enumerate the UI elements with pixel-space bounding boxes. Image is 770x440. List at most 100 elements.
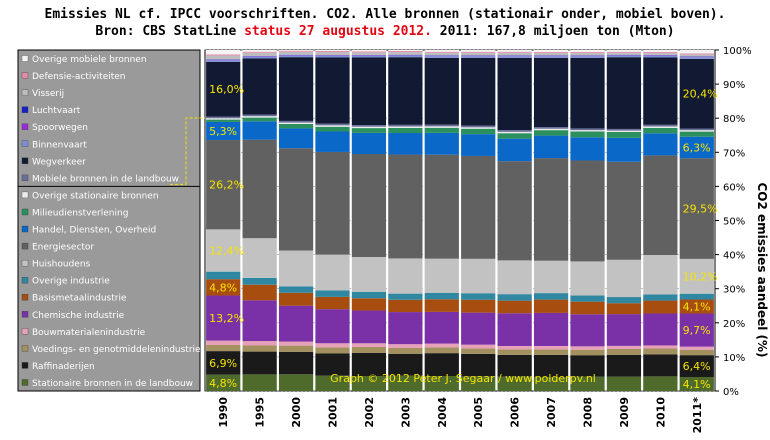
bar-segment-huishoudens <box>570 261 605 296</box>
legend-panel <box>17 49 201 392</box>
legend-label: Spoorwegen <box>32 123 88 133</box>
bar-segment-visserij <box>497 52 532 56</box>
bar-segment-mobiele-bronnen-in-de-landbouw <box>679 128 714 131</box>
data-label: 9,7% <box>683 324 711 337</box>
x-tick-label: 2007 <box>545 397 558 428</box>
bar-segment-wegverkeer <box>424 57 459 125</box>
bar-segment-overige-stationaire-bronnen <box>497 131 532 134</box>
data-labels: 4,8% 6,9% 13,2% 4,8% 12,4% 26,2% 5,3% 16,0% 4,1%… <box>209 83 718 391</box>
bar-segment-handel-diensten-overheid <box>206 121 241 141</box>
bar-segment-milieudienstverlening <box>315 126 350 132</box>
bar-segment-overige-stationaire-bronnen <box>315 125 350 127</box>
bar-segment-overige-mobiele-bronnen <box>533 50 569 53</box>
bar-segment-overige-stationaire-bronnen <box>643 126 678 128</box>
bar-segment-huishoudens <box>242 238 277 278</box>
bar-segment-overige-industrie <box>206 271 241 280</box>
bar-segment-overige-industrie <box>351 291 387 299</box>
y-tick-label: 100% <box>723 46 752 57</box>
data-label: 6,4% <box>683 360 711 373</box>
bar-segment-binnenvaart <box>315 55 350 58</box>
data-label: 20,4% <box>683 88 718 101</box>
bar-segment-overige-stationaire-bronnen <box>242 116 277 118</box>
bar-segment-voedings-en-genotmiddelenindustrie <box>461 348 496 354</box>
y-axis-label: CO2 emissies aandeel (%) <box>755 182 769 357</box>
legend-swatch-overige-stationaire-bronnen <box>21 191 29 199</box>
bar-segment-mobiele-bronnen-in-de-landbouw <box>388 124 423 127</box>
legend-label: Bouwmaterialenindustrie <box>32 328 146 338</box>
y-tick-label: 30% <box>723 285 745 296</box>
bar-segment-chemische-industrie <box>424 311 459 344</box>
title-status: status 27 augustus 2012. <box>244 24 432 39</box>
bar-segment-milieudienstverlening <box>278 123 314 129</box>
bar-segment-visserij <box>206 55 241 60</box>
bar-segment-basismetaalindustrie <box>497 300 532 314</box>
bar-segment-raffinaderijen <box>278 351 314 375</box>
bar-segment-milieudienstverlening <box>643 127 678 134</box>
data-label: 10,2% <box>683 270 718 283</box>
bar-segment-bouwmaterialenindustrie <box>497 345 532 350</box>
title-line-2: Bron: CBS StatLine status 27 augustus 20… <box>0 23 770 40</box>
legend-label: Overige industrie <box>32 277 110 287</box>
data-label: 6,9% <box>209 357 237 370</box>
bar-segment-stationaire-bronnen-in-de-landbouw <box>533 377 569 391</box>
legend-bracket <box>185 117 205 185</box>
bar-segment-stationaire-bronnen-in-de-landbouw <box>351 375 387 391</box>
bar-segment-chemische-industrie <box>351 310 387 344</box>
bar-segment-binnenvaart <box>533 56 569 58</box>
bar-segment-defensie-activiteiten <box>497 51 532 53</box>
bar-segment-visserij <box>606 52 642 55</box>
bar-segment-handel-diensten-overheid <box>388 133 423 155</box>
bar-segment-energiesector <box>461 155 496 259</box>
bar-segment-overige-industrie <box>278 286 314 293</box>
bar-segment-raffinaderijen <box>497 354 532 377</box>
legend-label: Basismetaalindustrie <box>32 294 127 304</box>
bar-segment-visserij <box>351 52 387 56</box>
bar-segment-chemische-industrie <box>242 300 277 342</box>
bar-segment-overige-mobiele-bronnen <box>278 50 314 51</box>
data-label: 4,8% <box>209 377 237 390</box>
legend-swatch-bouwmaterialenindustrie <box>21 328 29 335</box>
bar-segment-bouwmaterialenindustrie <box>533 345 569 350</box>
bar-segment-binnenvaart <box>461 56 496 58</box>
bar-segment-energiesector <box>570 160 605 262</box>
y-tick-label: 50% <box>723 217 745 228</box>
bar-segment-chemische-industrie <box>570 314 605 347</box>
bar-segment-chemische-industrie <box>388 312 423 345</box>
bar-segment-chemische-industrie <box>643 313 678 346</box>
y-tick-label: 20% <box>723 319 745 330</box>
legend-label: Chemische industrie <box>32 311 125 321</box>
bar-segment-raffinaderijen <box>533 354 569 378</box>
x-tick-label: 2010 <box>654 397 667 428</box>
bar-segment-basismetaalindustrie <box>424 299 459 312</box>
x-tick-label: 2003 <box>399 397 412 428</box>
y-tick-label: 40% <box>723 251 745 262</box>
legend-label: Raffinaderijen <box>32 362 95 372</box>
bar-segment-stationaire-bronnen-in-de-landbouw <box>570 376 605 391</box>
bar-segment-handel-diensten-overheid <box>315 131 350 152</box>
legend-swatch-raffinaderijen <box>21 362 29 369</box>
legend-swatch-basismetaalindustrie <box>21 294 29 301</box>
bar-segment-defensie-activiteiten <box>424 51 459 53</box>
legend-label: Wegverkeer <box>32 157 86 167</box>
bar-segment-mobiele-bronnen-in-de-landbouw <box>315 123 350 126</box>
bar-segment-overige-stationaire-bronnen <box>388 126 423 128</box>
legend: Overige mobiele bronnen Defensie-activite… <box>17 49 205 392</box>
bar-segment-huishoudens <box>533 260 569 294</box>
bar-segment-bouwmaterialenindustrie <box>242 341 277 346</box>
bar-segment-defensie-activiteiten <box>643 52 678 54</box>
legend-swatch-wegverkeer <box>21 157 29 164</box>
bar-segment-raffinaderijen <box>242 351 277 375</box>
x-tick-label: 2006 <box>509 397 522 428</box>
bar-segment-defensie-activiteiten <box>461 51 496 53</box>
legend-swatch-spoorwegen <box>21 123 29 130</box>
bar-segment-energiesector <box>278 148 314 251</box>
x-tick-label: 2009 <box>618 397 631 428</box>
bar-segment-milieudienstverlening <box>351 128 387 133</box>
bar-segment-energiesector <box>533 158 569 261</box>
bar-segment-raffinaderijen <box>424 353 459 376</box>
bar-segment-bouwmaterialenindustrie <box>424 343 459 348</box>
bar-segment-stationaire-bronnen-in-de-landbouw <box>278 374 314 391</box>
bar-segment-wegverkeer <box>315 57 350 124</box>
bar-segment-huishoudens <box>315 254 350 291</box>
bar-segment-binnenvaart <box>606 55 642 58</box>
